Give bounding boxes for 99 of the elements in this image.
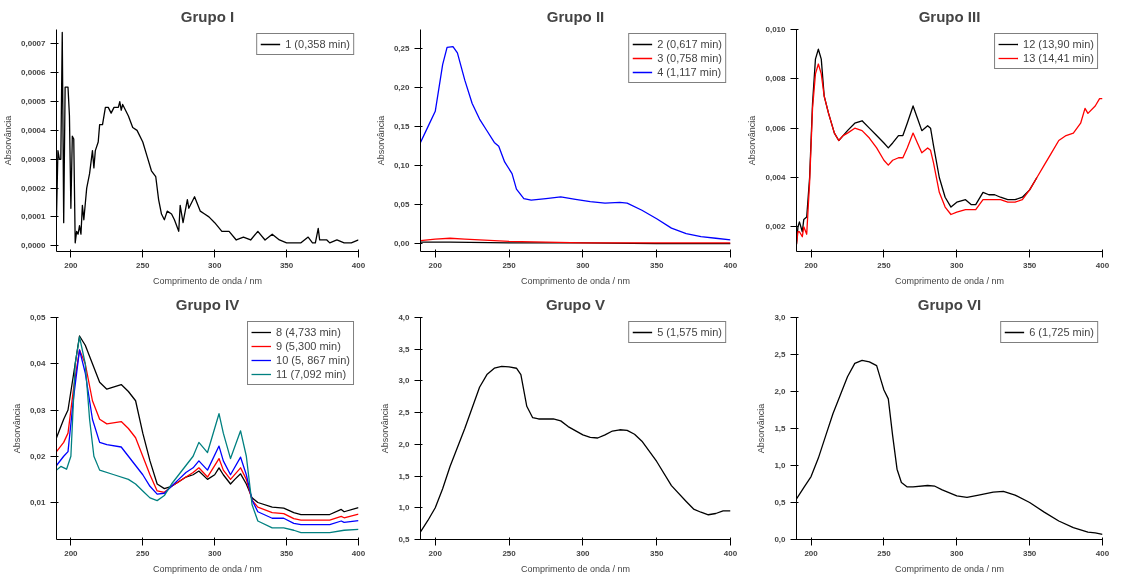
y-tick-label: 3,0	[774, 313, 787, 322]
x-tick-label: 350	[279, 548, 294, 558]
y-tick-label: 1,0	[398, 503, 411, 513]
y-tick-label: 0,0003	[21, 154, 47, 164]
y-tick-label: 0,15	[393, 122, 411, 132]
y-tick-label: 0,00	[393, 239, 411, 249]
x-axis-title: Comprimento de onda / nm	[152, 563, 263, 574]
x-tick-label: 400	[351, 260, 366, 270]
y-tick-label: 0,03	[29, 405, 47, 415]
x-tick-label: 300	[950, 548, 965, 558]
chart-title: Grupo IV	[175, 295, 240, 313]
x-tick-label: 200	[804, 548, 819, 558]
legend-label: 8 (4,733 min)	[276, 325, 341, 339]
x-tick-label: 200	[428, 548, 443, 558]
legend-label: 9 (5,300 min)	[276, 339, 341, 353]
y-tick-label: 2,5	[774, 350, 787, 359]
y-tick-label: 0,01	[29, 498, 47, 507]
y-tick-label: 1,5	[774, 424, 787, 433]
y-tick-label: 0,0004	[21, 125, 47, 135]
y-axis-title: Absorvância	[11, 403, 22, 454]
legend-label: 13 (14,41 min)	[1023, 51, 1094, 65]
x-tick-label: 350	[279, 260, 294, 270]
y-tick-label: 0,05	[29, 313, 47, 322]
x-tick-label: 400	[723, 548, 738, 558]
legend-label: 10 (5, 867 min)	[276, 353, 350, 367]
x-tick-label: 250	[502, 260, 517, 270]
chart-title: Grupo V	[545, 295, 606, 313]
y-tick-label: 0,5	[398, 535, 411, 544]
x-tick-label: 200	[428, 260, 443, 270]
x-tick-label: 300	[208, 260, 222, 270]
x-tick-label: 300	[208, 548, 222, 558]
x-tick-label: 300	[576, 260, 591, 270]
x-tick-label: 300	[576, 548, 591, 558]
y-tick-label: 0,0006	[21, 68, 47, 78]
x-tick-label: 200	[64, 548, 79, 558]
x-axis-title: Comprimento de onda / nm	[520, 275, 631, 286]
chart-title: Grupo II	[546, 7, 605, 25]
y-tick-label: 0,0000	[21, 241, 47, 251]
x-tick-label: 250	[136, 260, 151, 270]
y-tick-label: 0,10	[393, 161, 411, 171]
chart-title: Grupo VI	[917, 295, 982, 313]
x-axis-title: Comprimento de onda / nm	[894, 563, 1005, 574]
legend-label: 3 (0,758 min)	[657, 51, 722, 65]
legend-label: 6 (1,725 min)	[1029, 325, 1094, 339]
x-tick-label: 200	[64, 260, 79, 270]
y-tick-label: 3,5	[398, 344, 411, 354]
legend-label: 11 (7,092 min)	[276, 367, 347, 381]
chart-title: Grupo III	[918, 7, 981, 25]
x-tick-label: 400	[1095, 548, 1110, 558]
y-axis-title: Absorvância	[375, 115, 386, 166]
y-tick-label: 2,0	[398, 439, 411, 449]
x-tick-label: 250	[502, 548, 517, 558]
x-tick-label: 250	[136, 548, 151, 558]
y-tick-label: 0,20	[393, 83, 411, 93]
y-tick-label: 2,0	[774, 387, 787, 396]
y-axis-title: Absorvância	[3, 115, 14, 166]
x-tick-label: 400	[723, 260, 738, 270]
y-tick-label: 0,002	[765, 222, 787, 232]
y-tick-label: 0,008	[765, 74, 787, 84]
y-tick-label: 0,010	[765, 25, 787, 34]
y-tick-label: 4,0	[398, 313, 411, 322]
x-tick-label: 250	[877, 548, 892, 558]
legend-label: 12 (13,90 min)	[1023, 37, 1094, 51]
y-tick-label: 0,0001	[21, 212, 47, 222]
legend-label: 5 (1,575 min)	[657, 325, 722, 339]
y-tick-label: 0,04	[29, 359, 47, 369]
y-tick-label: 0,0	[774, 535, 787, 544]
chart-title: Grupo I	[180, 7, 235, 25]
y-tick-label: 0,0002	[21, 183, 47, 193]
x-tick-label: 400	[1095, 260, 1110, 270]
x-tick-label: 350	[1022, 260, 1037, 270]
y-tick-label: 2,5	[398, 408, 411, 418]
legend-label: 2 (0,617 min)	[657, 37, 722, 51]
x-tick-label: 300	[950, 260, 965, 270]
legend-label: 1 (0,358 min)	[285, 37, 350, 51]
y-axis-title: Absorvância	[380, 403, 391, 454]
y-tick-label: 0,25	[393, 44, 411, 54]
y-axis-title: Absorvância	[756, 403, 767, 454]
y-tick-label: 0,02	[29, 451, 47, 461]
x-tick-label: 350	[1022, 548, 1037, 558]
x-axis-title: Comprimento de onda / nm	[894, 275, 1005, 286]
legend-label: 4 (1,117 min)	[657, 65, 722, 79]
x-tick-label: 350	[650, 548, 664, 558]
y-tick-label: 0,5	[774, 498, 787, 507]
y-axis-title: Absorvância	[747, 115, 758, 166]
x-tick-label: 250	[877, 260, 892, 270]
y-tick-label: 3,0	[398, 376, 411, 386]
x-axis-title: Comprimento de onda / nm	[152, 275, 263, 286]
y-tick-label: 0,0005	[21, 97, 47, 107]
x-tick-label: 400	[351, 548, 366, 558]
x-tick-label: 350	[650, 260, 664, 270]
y-tick-label: 0,0007	[21, 39, 47, 49]
y-tick-label: 0,006	[765, 123, 787, 133]
x-axis-title: Comprimento de onda / nm	[520, 563, 631, 574]
y-tick-label: 0,004	[765, 173, 787, 182]
y-tick-label: 1,5	[398, 471, 411, 481]
x-tick-label: 200	[804, 260, 819, 270]
y-tick-label: 0,05	[393, 200, 411, 210]
y-tick-label: 1,0	[774, 461, 787, 470]
